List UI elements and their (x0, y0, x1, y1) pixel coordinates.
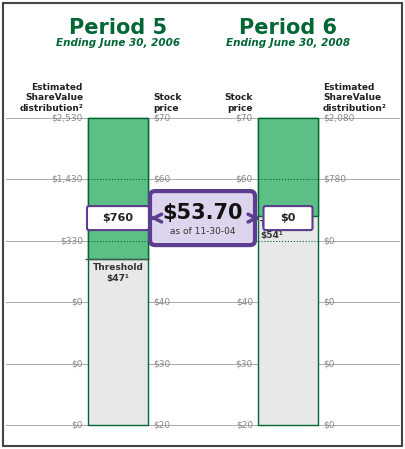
Text: $50: $50 (236, 236, 253, 245)
Text: $330: $330 (60, 236, 83, 245)
Text: $0: $0 (72, 298, 83, 307)
Text: $53.70: $53.70 (162, 203, 243, 223)
Bar (258, 118, 318, 425)
Text: $0: $0 (72, 359, 83, 368)
Text: $30: $30 (153, 359, 170, 368)
Text: $70: $70 (153, 114, 170, 123)
Text: $30: $30 (236, 359, 253, 368)
Text: $40: $40 (153, 298, 170, 307)
Bar (88, 118, 148, 425)
Text: $60: $60 (236, 175, 253, 184)
Text: $60: $60 (153, 175, 170, 184)
Text: $760: $760 (102, 213, 134, 223)
Text: $70: $70 (236, 114, 253, 123)
Text: $20: $20 (153, 421, 170, 430)
Text: $1,430: $1,430 (51, 175, 83, 184)
Text: Stock
price: Stock price (153, 93, 181, 113)
Bar (88, 118, 148, 259)
Text: $2,530: $2,530 (51, 114, 83, 123)
Text: as of 11-30-04: as of 11-30-04 (170, 227, 235, 236)
Text: $0: $0 (323, 236, 335, 245)
Text: Period 5: Period 5 (69, 18, 167, 38)
FancyBboxPatch shape (150, 191, 255, 245)
Text: Estimated
ShareValue
distribution²: Estimated ShareValue distribution² (19, 83, 83, 113)
Text: $40: $40 (236, 298, 253, 307)
Text: $50: $50 (153, 236, 170, 245)
Text: $0: $0 (323, 421, 335, 430)
Text: $0: $0 (323, 298, 335, 307)
Text: $0: $0 (72, 421, 83, 430)
Text: Threshold
$47¹: Threshold $47¹ (93, 263, 143, 282)
Text: Period 6: Period 6 (239, 18, 337, 38)
Text: Stock
price: Stock price (225, 93, 253, 113)
Text: Ending June 30, 2008: Ending June 30, 2008 (226, 38, 350, 48)
Text: Estimated
ShareValue
distribution²: Estimated ShareValue distribution² (323, 83, 387, 113)
Text: $0: $0 (280, 213, 296, 223)
FancyBboxPatch shape (264, 206, 313, 230)
Text: Ending June 30, 2006: Ending June 30, 2006 (56, 38, 180, 48)
Text: $780: $780 (323, 175, 346, 184)
Text: $20: $20 (236, 421, 253, 430)
Text: Threshold
$54¹: Threshold $54¹ (260, 220, 311, 240)
FancyBboxPatch shape (87, 206, 149, 230)
Text: $2,080: $2,080 (323, 114, 354, 123)
Text: $0: $0 (323, 359, 335, 368)
Bar (258, 118, 318, 216)
